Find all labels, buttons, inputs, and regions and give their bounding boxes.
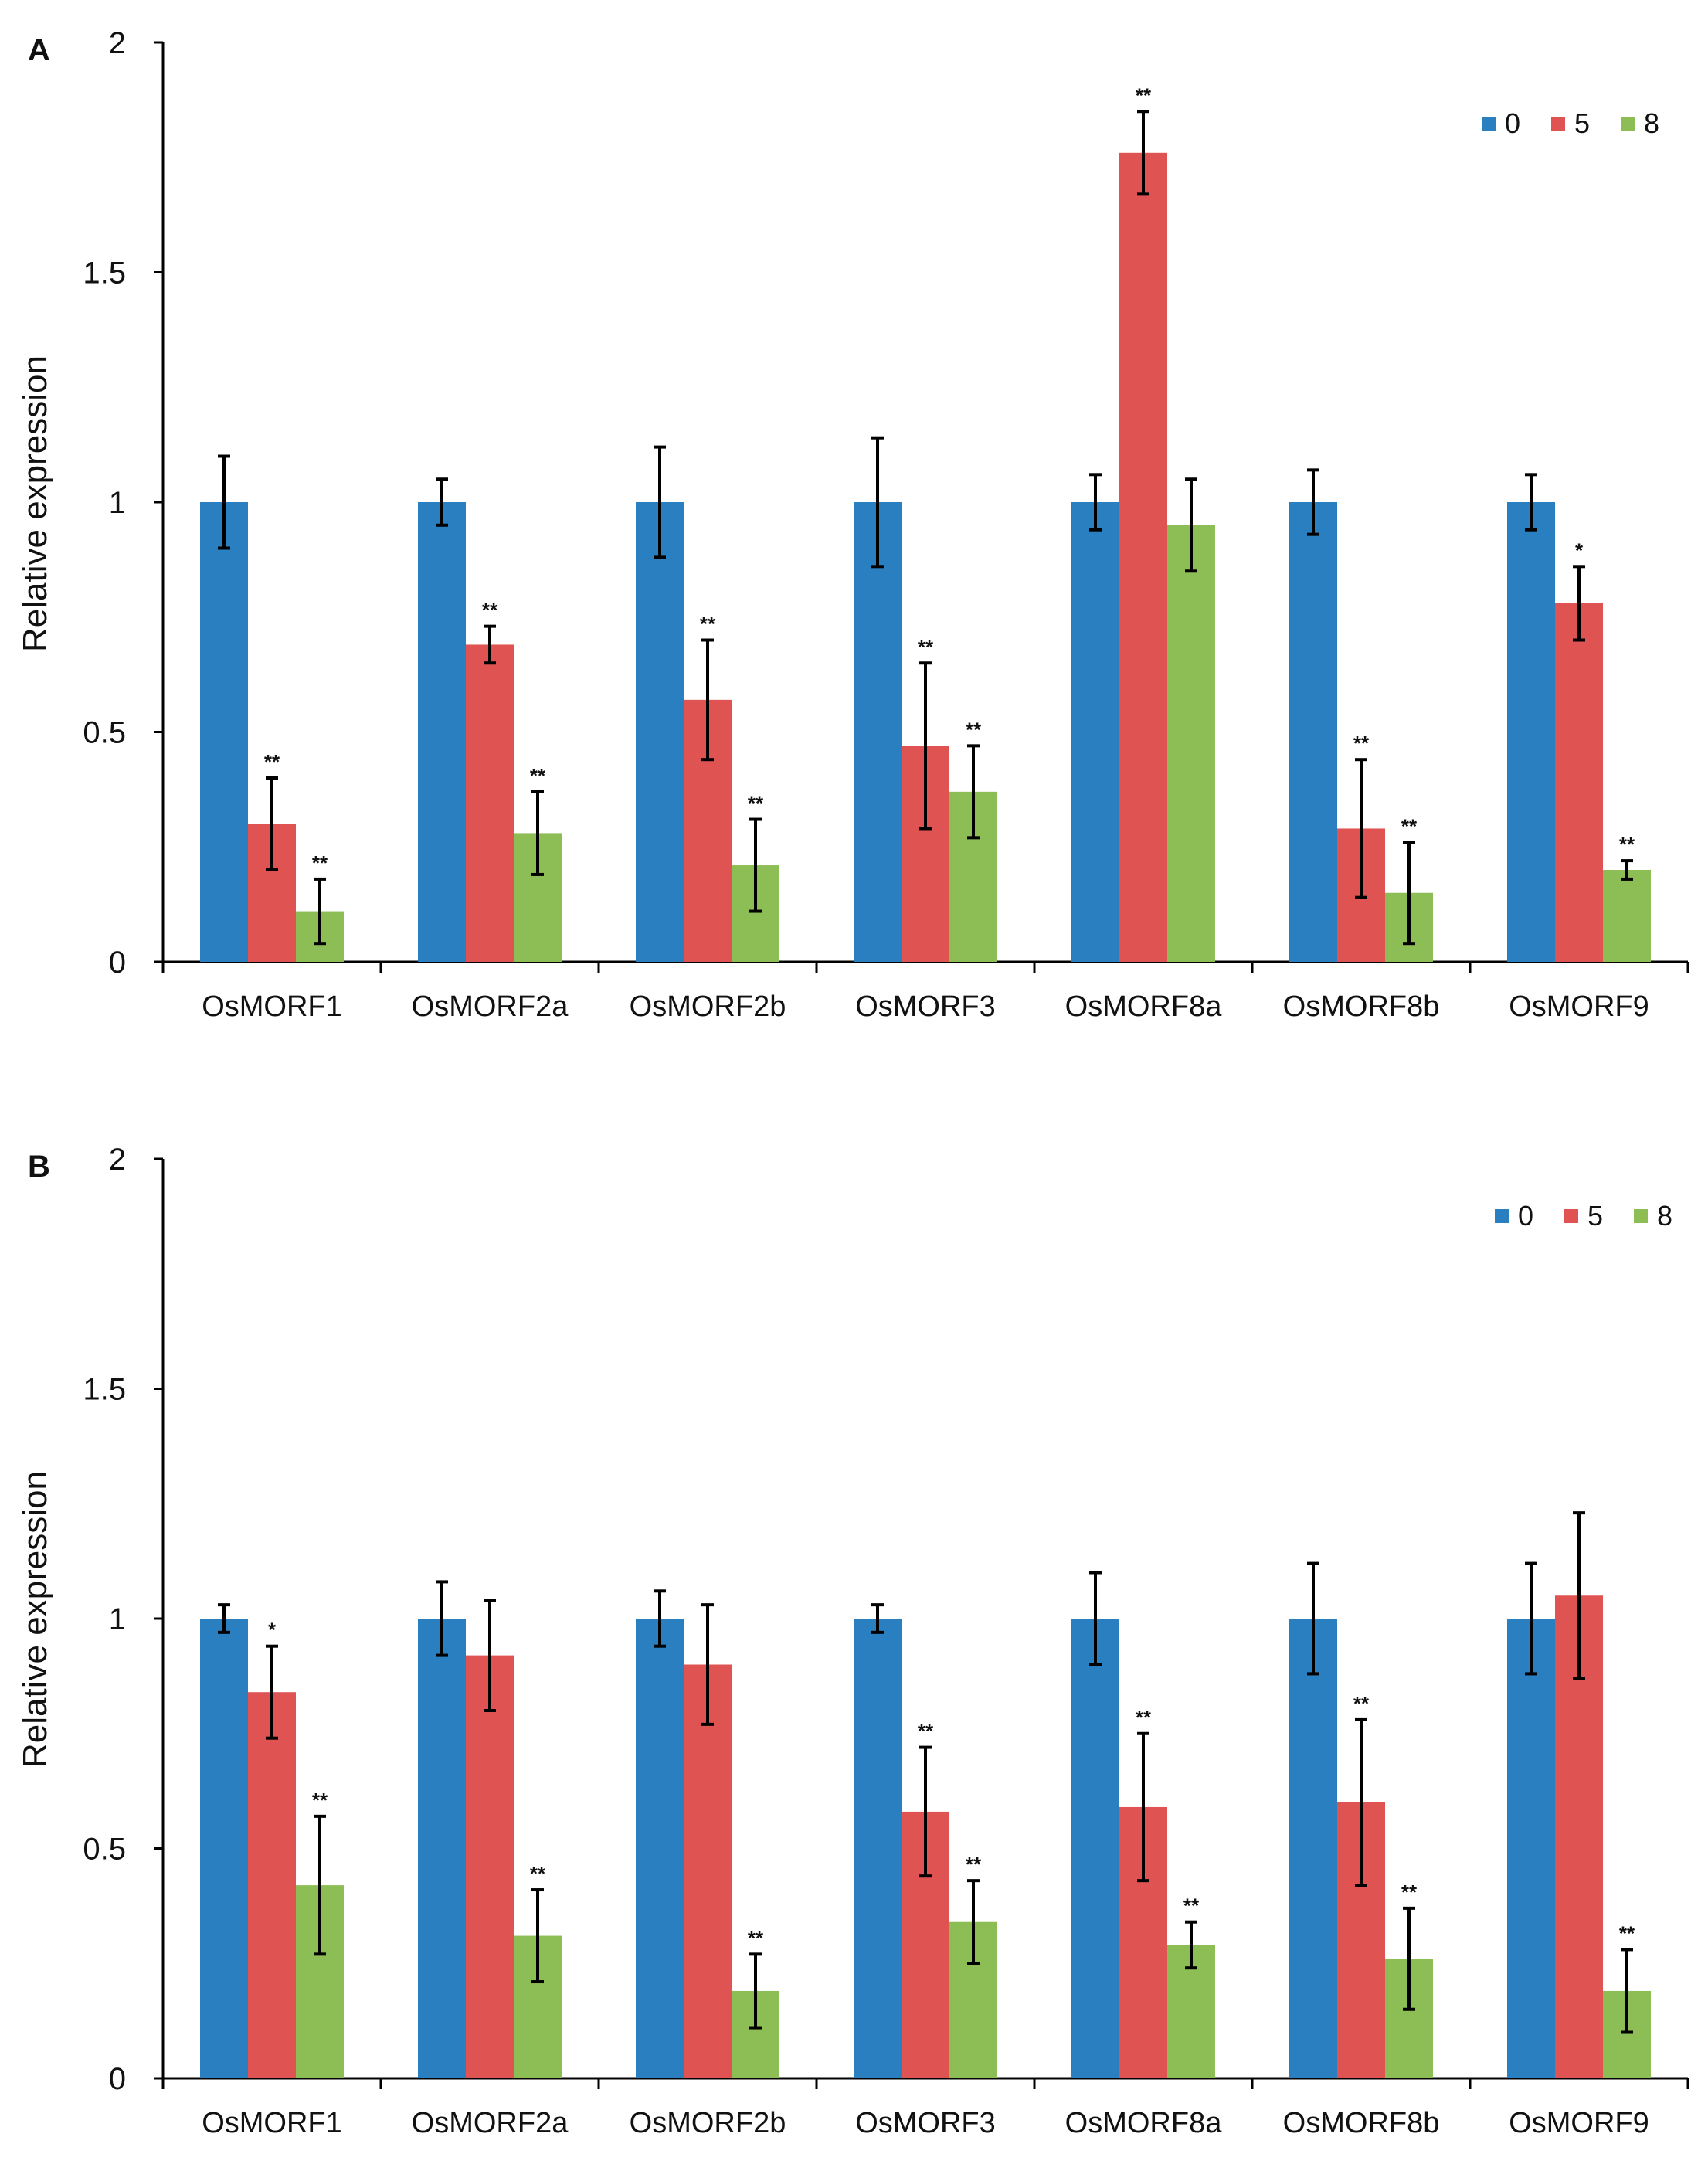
plot-area-a: 0 0.5 1 1.5 2 OsMORF1 ** ** OsMORF2a ** ** OsMORF2b… [83,26,1689,1023]
x-category-label: OsMORF8a [1065,2107,1223,2139]
x-category-label: OsMORF1 [202,990,342,1023]
x-category-label: OsMORF3 [855,2107,996,2139]
x-category-label: OsMORF2b [630,2107,786,2139]
x-category-label: OsMORF1 [202,2107,342,2139]
legend-label-5: 5 [1587,1200,1603,1232]
significance-mark: ** [312,1789,328,1812]
x-category-label: OsMORF8b [1283,2107,1440,2139]
x-category-label: OsMORF2a [412,2107,569,2139]
significance-mark: ** [966,1853,982,1876]
significance-mark: ** [1353,1692,1370,1715]
x-category-label: OsMORF9 [1509,2107,1649,2139]
bar-OsMORF8a-series-0 [1071,502,1119,962]
significance-mark: ** [1619,1921,1635,1945]
panel-a: A Relative expression 00.511.52OsMORF1**… [16,26,1689,1023]
x-category-label: OsMORF8b [1283,990,1440,1023]
panel-b: B Relative expression 00.511.52OsMORF1**… [16,1143,1689,2139]
bar-OsMORF3-series-0 [854,1619,902,2078]
significance-mark: ** [1136,83,1152,107]
bar-OsMORF9-series-0 [1507,502,1555,962]
significance-mark: ** [748,792,764,815]
legend-swatch-8 [1621,117,1635,131]
bar-OsMORF1-series-0 [200,502,248,962]
significance-mark: ** [1136,1706,1152,1729]
bar-OsMORF2b-series-5 [684,1664,732,2078]
significance-mark: ** [530,764,546,787]
legend-label-5: 5 [1574,107,1590,139]
legend-swatch-5 [1564,1209,1578,1223]
bar-OsMORF3-series-0 [854,502,902,962]
significance-mark: ** [1401,814,1418,837]
significance-mark: ** [1183,1894,1200,1918]
legend-swatch-8 [1634,1209,1648,1223]
legend-swatch-5 [1551,117,1565,131]
bar-OsMORF2a-series-5 [466,644,514,962]
panel-label-a: A [28,33,50,67]
significance-mark: * [268,1619,277,1642]
y-tick-label: 1 [109,1602,126,1636]
x-category-label: OsMORF3 [855,990,996,1023]
legend-label-0: 0 [1505,107,1520,139]
y-tick-label: 0.5 [83,716,126,750]
significance-mark: ** [530,1862,546,1885]
y-tick-label: 1.5 [83,1373,126,1407]
y-tick-label: 1.5 [83,257,126,290]
bar-OsMORF8b-series-0 [1289,502,1337,962]
y-tick-label: 0.5 [83,1833,126,1867]
x-category-label: OsMORF2a [412,990,569,1023]
panel-label-b: B [28,1150,50,1184]
legend-label-8: 8 [1657,1200,1672,1232]
y-tick-label: 0 [109,946,126,980]
y-tick-label: 2 [109,26,126,60]
y-tick-label: 0 [109,2062,126,2096]
bar-OsMORF8b-series-0 [1289,1619,1337,2078]
significance-mark: ** [312,851,328,875]
bar-OsMORF2a-series-0 [418,502,466,962]
significance-mark: ** [918,1720,934,1743]
bar-OsMORF8a-series-5 [1119,152,1167,962]
bar-OsMORF9-series-5 [1555,603,1603,962]
significance-mark: ** [966,718,982,741]
significance-mark: ** [918,635,934,658]
y-axis-title-a: Relative expression [16,355,54,652]
legend-swatch-0 [1482,117,1496,131]
x-category-label: OsMORF8a [1065,990,1223,1023]
x-category-label: OsMORF9 [1509,990,1649,1023]
bar-OsMORF1-series-0 [200,1619,248,2078]
y-tick-label: 2 [109,1143,126,1177]
x-category-label: OsMORF2b [630,990,786,1023]
legend-swatch-0 [1495,1209,1509,1223]
bar-OsMORF2a-series-0 [418,1619,466,2078]
y-axis-title-b: Relative expression [16,1471,54,1768]
bar-OsMORF2b-series-0 [636,502,684,962]
significance-mark: ** [1619,833,1635,856]
significance-mark: ** [1353,732,1370,755]
significance-mark: ** [1401,1881,1418,1904]
bar-OsMORF2a-series-5 [466,1655,514,2078]
significance-mark: ** [482,599,498,622]
bar-OsMORF1-series-5 [248,1692,296,2078]
significance-mark: ** [700,613,716,636]
bar-OsMORF8a-series-0 [1071,1619,1119,2078]
y-tick-label: 1 [109,486,126,520]
bar-OsMORF8a-series-8 [1167,525,1215,962]
bar-OsMORF9-series-8 [1603,870,1651,962]
bar-OsMORF9-series-0 [1507,1619,1555,2078]
legend-label-0: 0 [1518,1200,1533,1232]
significance-mark: ** [748,1926,764,1949]
significance-mark: * [1575,539,1584,562]
plot-area-b: 00.511.52OsMORF1***OsMORF2a**OsMORF2b**O… [83,1143,1689,2139]
bar-OsMORF2b-series-0 [636,1619,684,2078]
legend-label-8: 8 [1644,107,1659,139]
significance-mark: ** [264,750,280,773]
